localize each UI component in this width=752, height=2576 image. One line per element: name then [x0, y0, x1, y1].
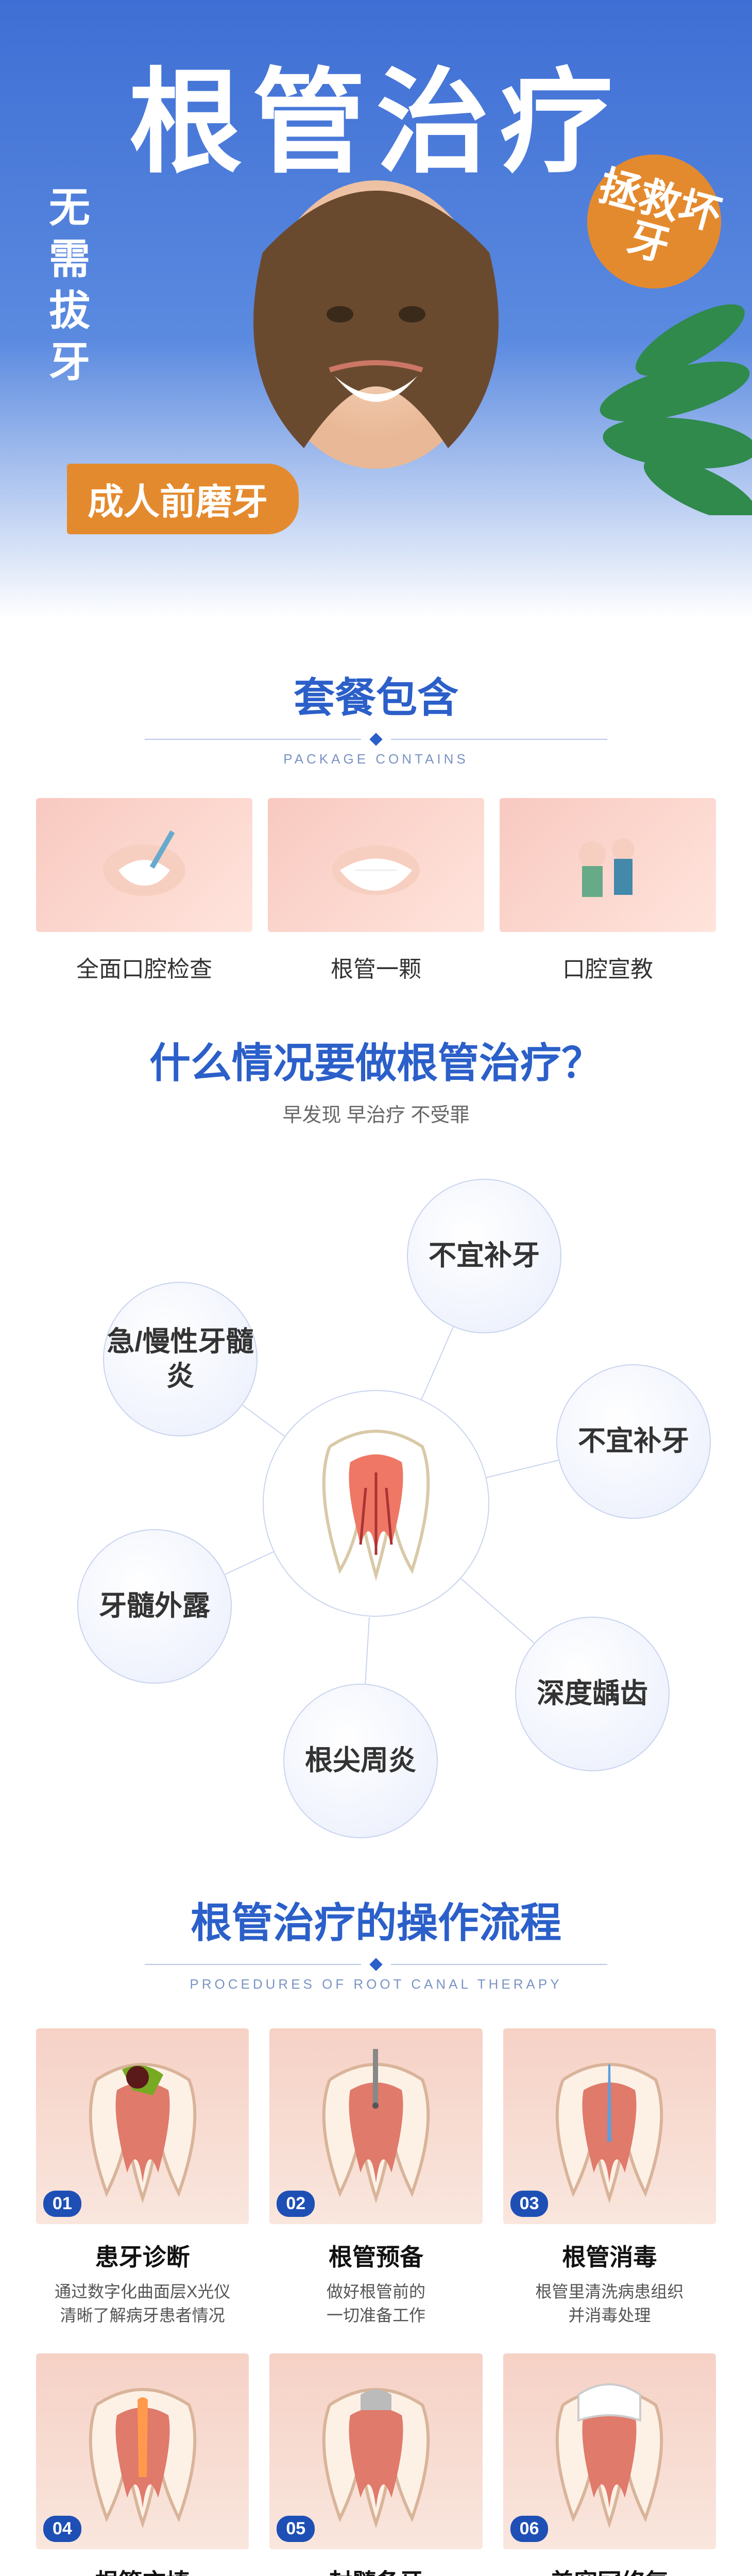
- center-tooth: [263, 1390, 489, 1617]
- package-image: [36, 798, 252, 932]
- indications-title: 什么情况要做根管治疗？ 早发现 早治疗 不受罪: [0, 1030, 752, 1127]
- package-image: [500, 798, 716, 932]
- procedure-subtitle: PROCEDURES OF ROOT CANAL THERAPY: [36, 1976, 716, 1992]
- indications-diagram: 不宜补牙急/​慢性牙髓炎不宜补牙牙髓外露深度龋齿根尖周炎: [41, 1168, 711, 1838]
- procedure-card: 05 封髓备牙 封髓备牙: [269, 2353, 482, 2576]
- procedure-image: 01: [36, 2028, 249, 2224]
- package-card: 全面口腔检查: [36, 798, 252, 984]
- package-image: [268, 798, 484, 932]
- procedure-number: 06: [510, 2516, 549, 2542]
- procedure-card: 04 根管充填 填充清除掉病患组织间隙: [36, 2353, 249, 2576]
- procedure-number: 05: [277, 2516, 315, 2542]
- procedure-card: 02 根管预备 做好根管前的一切准备工作: [269, 2028, 482, 2328]
- package-section: 套餐包含 PACKAGE CONTAINS 全面口腔检查 根管一颗 口腔宣教: [0, 665, 752, 984]
- package-title: 套餐包含 PACKAGE CONTAINS: [36, 665, 716, 767]
- hero-ribbon: 成人前磨牙: [67, 464, 299, 534]
- procedure-step-desc: 根管里清洗病患组织并消毒处理: [503, 2280, 716, 2328]
- procedure-step-desc: 通过数字化曲面层X光仪清晰了解病牙患者情况: [36, 2280, 249, 2328]
- procedure-card: 03 根管消毒 根管里清洗病患组织并消毒处理: [503, 2028, 716, 2328]
- package-caption: 口腔宣教: [500, 951, 716, 984]
- hero-pill-left: 无需拔牙: [36, 185, 96, 392]
- indications-section: 什么情况要做根管治疗？ 早发现 早治疗 不受罪 不宜补牙急/​慢性牙髓炎不宜补牙…: [0, 1030, 752, 1838]
- procedure-number: 02: [277, 2191, 315, 2217]
- hero-badge: 拯救坏牙: [587, 155, 721, 289]
- procedure-title-text: 根管治疗的操作流程: [36, 1890, 716, 1950]
- indications-subtitle: 早发现 早治疗 不受罪: [0, 1099, 752, 1127]
- procedure-step-title: 封髓备牙: [269, 2564, 482, 2576]
- indications-title-text: 什么情况要做根管治疗？: [0, 1030, 752, 1090]
- procedure-step-title: 根管预备: [269, 2239, 482, 2273]
- procedure-step-title: 患牙诊断: [36, 2239, 249, 2273]
- indication-bubble: 急/​慢性牙髓炎: [103, 1282, 258, 1436]
- indication-bubble: 不宜补牙: [407, 1179, 561, 1333]
- package-card: 口腔宣教: [500, 798, 716, 984]
- hero-badge-text: 拯救坏牙: [578, 162, 730, 281]
- procedure-step-desc: 做好根管前的一切准备工作: [269, 2280, 482, 2328]
- procedure-image: 05: [269, 2353, 482, 2549]
- procedure-image: 03: [503, 2028, 716, 2224]
- procedure-card: 01 患牙诊断 通过数字化曲面层X光仪清晰了解病牙患者情况: [36, 2028, 249, 2328]
- procedure-card: 06 美容冠修复 给根管治疗的病牙带上牙冠，保护牙齿: [503, 2353, 716, 2576]
- indication-bubble: 牙髓外露: [77, 1529, 232, 1684]
- procedure-step-title: 根管充填: [36, 2564, 249, 2576]
- indication-bubble: 深度龋齿: [515, 1617, 670, 1771]
- package-card: 根管一颗: [268, 798, 484, 984]
- package-subtitle: PACKAGE CONTAINS: [36, 751, 716, 767]
- procedure-step-title: 根管消毒: [503, 2239, 716, 2273]
- procedure-step-title: 美容冠修复: [503, 2564, 716, 2576]
- package-caption: 全面口腔检查: [36, 951, 252, 984]
- procedure-image: 06: [503, 2353, 716, 2549]
- indication-bubble: 不宜补牙: [556, 1364, 711, 1519]
- procedure-image: 02: [269, 2028, 482, 2224]
- procedure-number: 01: [43, 2191, 81, 2217]
- package-caption: 根管一颗: [268, 951, 484, 984]
- procedure-image: 04: [36, 2353, 249, 2549]
- procedure-number: 03: [510, 2191, 549, 2217]
- indication-bubble: 根尖周炎: [283, 1684, 438, 1838]
- procedure-number: 04: [43, 2516, 81, 2542]
- procedure-section: 根管治疗的操作流程 PROCEDURES OF ROOT CANAL THERA…: [0, 1890, 752, 2576]
- package-title-text: 套餐包含: [36, 665, 716, 724]
- hero-section: 根管治疗 无需拔牙 拯救坏牙 成人前磨牙: [0, 0, 752, 618]
- procedure-title: 根管治疗的操作流程 PROCEDURES OF ROOT CANAL THERA…: [36, 1890, 716, 1992]
